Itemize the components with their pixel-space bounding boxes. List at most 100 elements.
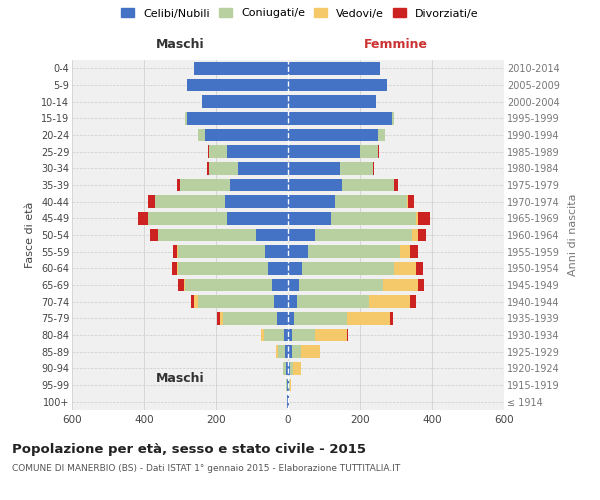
Bar [288, 329, 292, 341]
Bar [283, 362, 286, 374]
Bar [410, 296, 416, 308]
Bar [331, 212, 416, 224]
Bar [202, 96, 288, 108]
Bar [288, 112, 392, 124]
Bar [185, 279, 272, 291]
Legend: Celibi/Nubili, Coniugati/e, Vedovi/e, Divorziati/e: Celibi/Nubili, Coniugati/e, Vedovi/e, Di… [121, 8, 479, 18]
Bar [418, 212, 430, 224]
Bar [288, 246, 308, 258]
Bar [172, 262, 177, 274]
Bar [208, 162, 209, 174]
Bar [198, 129, 205, 141]
Bar [416, 212, 418, 224]
Bar [220, 312, 223, 324]
Bar [289, 379, 290, 391]
Bar [274, 296, 288, 308]
Bar [268, 262, 288, 274]
Bar [288, 346, 292, 358]
Bar [288, 312, 295, 324]
Bar [288, 62, 380, 74]
Bar [288, 262, 302, 274]
Bar [151, 229, 158, 241]
Text: Popolazione per età, sesso e stato civile - 2015: Popolazione per età, sesso e stato civil… [12, 442, 366, 456]
Bar [178, 279, 184, 291]
Bar [378, 146, 379, 158]
Bar [286, 379, 287, 391]
Bar [227, 212, 288, 224]
Bar [187, 79, 288, 92]
Bar [288, 229, 315, 241]
Bar [407, 196, 414, 208]
Bar [284, 329, 288, 341]
Bar [342, 179, 394, 192]
Bar [187, 112, 288, 124]
Bar [410, 246, 418, 258]
Bar [392, 112, 394, 124]
Bar [272, 279, 288, 291]
Bar [288, 162, 340, 174]
Bar [155, 196, 225, 208]
Bar [340, 162, 373, 174]
Bar [412, 229, 418, 241]
Bar [360, 146, 378, 158]
Bar [418, 279, 424, 291]
Bar [288, 379, 289, 391]
Bar [390, 312, 394, 324]
Bar [184, 279, 185, 291]
Bar [238, 162, 288, 174]
Bar [185, 112, 187, 124]
Bar [264, 329, 284, 341]
Bar [148, 196, 155, 208]
Bar [225, 196, 288, 208]
Bar [287, 379, 288, 391]
Bar [394, 179, 398, 192]
Bar [180, 179, 230, 192]
Bar [292, 329, 315, 341]
Bar [288, 396, 289, 408]
Bar [383, 279, 418, 291]
Bar [194, 62, 288, 74]
Bar [198, 296, 274, 308]
Bar [230, 179, 288, 192]
Bar [286, 362, 288, 374]
Bar [288, 196, 335, 208]
Bar [308, 246, 400, 258]
Bar [335, 196, 407, 208]
Bar [208, 146, 209, 158]
Bar [288, 146, 360, 158]
Bar [301, 346, 320, 358]
Bar [217, 312, 220, 324]
Bar [178, 262, 268, 274]
Y-axis label: Fasce di età: Fasce di età [25, 202, 35, 268]
Bar [378, 129, 385, 141]
Bar [276, 346, 278, 358]
Bar [227, 146, 288, 158]
Bar [173, 246, 178, 258]
Text: Maschi: Maschi [155, 38, 205, 52]
Bar [373, 162, 374, 174]
Bar [297, 296, 369, 308]
Bar [178, 246, 265, 258]
Bar [288, 96, 376, 108]
Bar [288, 362, 290, 374]
Bar [416, 262, 423, 274]
Bar [177, 262, 178, 274]
Bar [285, 346, 288, 358]
Bar [137, 212, 148, 224]
Text: Femmine: Femmine [364, 38, 428, 52]
Bar [394, 262, 416, 274]
Bar [290, 362, 293, 374]
Bar [256, 229, 288, 241]
Bar [299, 279, 383, 291]
Bar [205, 129, 288, 141]
Bar [293, 362, 301, 374]
Bar [400, 246, 410, 258]
Bar [315, 329, 347, 341]
Bar [209, 162, 238, 174]
Bar [288, 212, 331, 224]
Bar [209, 146, 227, 158]
Y-axis label: Anni di nascita: Anni di nascita [568, 194, 578, 276]
Bar [223, 312, 277, 324]
Bar [347, 329, 348, 341]
Bar [148, 212, 227, 224]
